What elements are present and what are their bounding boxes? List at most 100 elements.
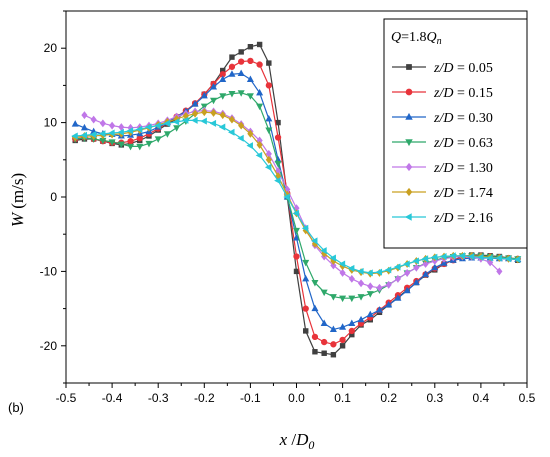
y-tick-label: 0: [50, 190, 57, 204]
data-point: [154, 122, 161, 130]
data-point: [135, 125, 143, 133]
data-point: [228, 63, 236, 70]
legend-marker: [405, 139, 413, 147]
data-point: [228, 115, 236, 124]
legend-label-d: /D: [438, 211, 453, 226]
data-point: [127, 143, 135, 151]
legend-header-eq: =1.8: [401, 30, 426, 45]
data-point: [320, 247, 327, 255]
legend-header-sub: n: [437, 36, 442, 47]
data-point: [181, 116, 189, 124]
y-tick-label: 10: [44, 116, 58, 130]
data-point: [71, 132, 78, 140]
x-tick-label: 0.2: [380, 391, 397, 405]
data-point: [357, 294, 365, 301]
legend-label-value: = 0.05: [453, 61, 492, 76]
data-point: [375, 268, 383, 276]
legend-box: [383, 18, 528, 249]
x-axis-title-denom: D: [295, 430, 309, 449]
data-point: [339, 268, 346, 277]
data-point: [320, 289, 328, 297]
data-point: [449, 252, 456, 260]
data-point: [256, 103, 264, 111]
data-point: [200, 117, 207, 125]
data-point: [246, 142, 253, 150]
data-point: [302, 274, 310, 282]
legend-label-value: = 2.16: [453, 211, 492, 226]
y-axis-title-var: W: [8, 211, 27, 227]
data-point: [357, 279, 365, 288]
data-point: [256, 61, 263, 68]
data-point: [321, 350, 327, 356]
data-point: [311, 333, 319, 341]
data-point: [145, 140, 153, 148]
data-point: [403, 286, 411, 294]
data-point: [247, 44, 254, 50]
legend-label-value: = 1.30: [453, 161, 492, 176]
data-point: [412, 278, 420, 286]
data-point: [108, 129, 115, 137]
data-point: [394, 274, 402, 283]
legend-marker: [405, 162, 413, 172]
data-point: [209, 119, 217, 127]
data-point: [275, 119, 281, 126]
legend-entry-7: z/D = 2.16: [392, 211, 493, 226]
data-point: [440, 253, 447, 261]
data-point: [329, 294, 337, 301]
data-point: [330, 261, 337, 270]
data-point: [422, 260, 429, 268]
data-point: [210, 97, 218, 105]
data-point: [329, 325, 337, 332]
data-point: [99, 119, 106, 128]
legend-label-value: = 1.74: [453, 186, 492, 201]
data-point: [71, 120, 79, 127]
data-point: [200, 103, 208, 111]
data-point: [228, 70, 236, 77]
data-point: [219, 75, 227, 82]
data-point: [496, 267, 503, 276]
data-point: [172, 118, 180, 126]
data-point: [90, 115, 97, 124]
legend-label: z/D = 1.74: [433, 186, 493, 201]
data-point: [283, 193, 290, 201]
legend-label-d: /D: [438, 111, 453, 126]
data-point: [311, 304, 319, 312]
data-point: [366, 310, 374, 318]
data-point: [367, 282, 374, 291]
legend: Q=1.8Qn z/D = 0.05z/D = 0.15z/D = 0.30z/…: [383, 18, 528, 249]
data-point: [108, 139, 116, 146]
data-point: [357, 315, 365, 323]
y-tick-label: -20: [40, 339, 58, 353]
data-point: [321, 338, 328, 346]
series-7: [71, 116, 521, 277]
data-point: [191, 109, 199, 118]
data-point: [238, 49, 244, 55]
legend-label-z: z: [433, 161, 440, 176]
legend-marker: [405, 187, 413, 197]
legend-label-d: /D: [438, 86, 453, 101]
data-point: [366, 269, 373, 277]
legend-label: z/D = 2.16: [433, 211, 493, 226]
data-point: [292, 209, 300, 217]
legend-label-d: /D: [438, 161, 453, 176]
data-point: [338, 260, 346, 268]
data-point: [201, 108, 208, 117]
legend-label: z/D = 0.05: [433, 61, 493, 76]
data-point: [320, 319, 328, 327]
legend-label-d: /D: [438, 136, 453, 151]
data-point: [228, 91, 236, 98]
data-point: [238, 121, 245, 130]
data-point: [357, 267, 364, 275]
axes-layer: -0.5 -0.4 -0.3 -0.2 -0.1 0.0 0.1 0.2 0.3 0.4 0.5 -2…: [40, 10, 536, 405]
x-axis-title-var: x: [279, 430, 288, 449]
y-tick-label: 20: [44, 41, 58, 55]
x-tick-label: 0.1: [334, 391, 351, 405]
legend-label: z/D = 1.30: [433, 161, 493, 176]
legend-label-z: z: [433, 186, 440, 201]
data-point: [366, 291, 374, 298]
data-point: [504, 255, 512, 263]
legend-label-value: = 0.15: [453, 86, 492, 101]
data-point: [163, 119, 170, 127]
x-axis-title-sep: /: [287, 430, 296, 449]
data-point: [384, 266, 392, 274]
